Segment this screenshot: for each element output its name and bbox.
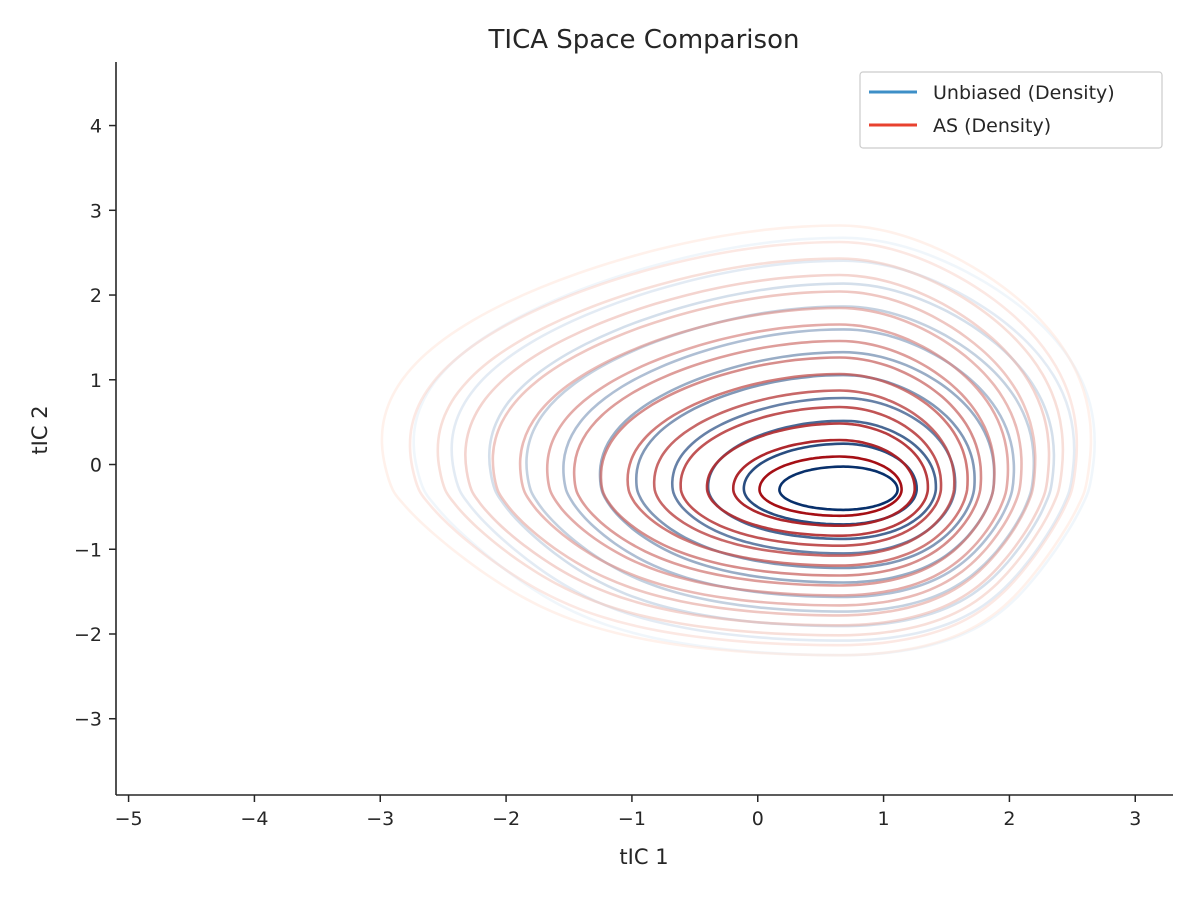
legend: Unbiased (Density) AS (Density): [859, 71, 1163, 149]
contour-level: [626, 372, 969, 567]
contour-level: [545, 323, 1010, 597]
y-tick-label: 4: [90, 116, 102, 138]
x-tick-label: 3: [1129, 808, 1141, 830]
contour-level: [652, 389, 956, 557]
contour-level: [525, 305, 1036, 613]
contour-level: [778, 465, 899, 512]
y-tick-label: −2: [74, 624, 102, 646]
y-axis-label: tIC 2: [28, 405, 52, 454]
x-tick-label: −1: [618, 808, 646, 830]
legend-label-unbiased: Unbiased (Density): [933, 82, 1115, 104]
contour-level: [412, 236, 1096, 657]
contour-level: [705, 422, 930, 538]
x-tick-label: −5: [115, 808, 143, 830]
x-axis-label: tIC 1: [619, 845, 668, 869]
chart-title: TICA Space Comparison: [488, 25, 800, 55]
x-tick-label: 1: [878, 808, 890, 830]
y-tick-label: −3: [74, 709, 102, 731]
contour-level: [491, 290, 1037, 617]
contour-level: [599, 356, 983, 577]
contour-level: [562, 328, 1016, 599]
contour-level: [634, 373, 976, 570]
x-tick-label: −4: [240, 808, 268, 830]
x-tick-label: 0: [752, 808, 764, 830]
contour-level: [408, 240, 1079, 647]
contour-level: [380, 224, 1093, 657]
y-tick-label: 2: [90, 285, 102, 307]
contour-level: [598, 350, 996, 584]
y-tick-label: −1: [74, 539, 102, 561]
contour-level: [679, 405, 943, 548]
contour-level: [450, 259, 1076, 642]
contour-level: [758, 455, 903, 518]
contour-level: [464, 273, 1051, 627]
x-tick-label: −3: [366, 808, 394, 830]
legend-box: [859, 71, 1163, 149]
x-axis-ticks: −5 −4 −3 −2 −1 0 1 2 3: [115, 795, 1141, 830]
as-density-contours: [380, 224, 1093, 657]
contour-level: [436, 257, 1065, 637]
y-axis-ticks: −3 −2 −1 0 1 2 3 4: [74, 116, 116, 731]
y-tick-label: 1: [90, 370, 102, 392]
contour-level: [731, 438, 917, 527]
contour-level: [518, 306, 1023, 607]
x-tick-label: −2: [492, 808, 520, 830]
y-tick-label: 0: [90, 455, 102, 477]
legend-label-as: AS (Density): [933, 115, 1051, 137]
y-tick-label: 3: [90, 200, 102, 222]
x-tick-label: 2: [1003, 808, 1015, 830]
contour-level: [572, 339, 996, 587]
contour-level: [487, 282, 1056, 628]
